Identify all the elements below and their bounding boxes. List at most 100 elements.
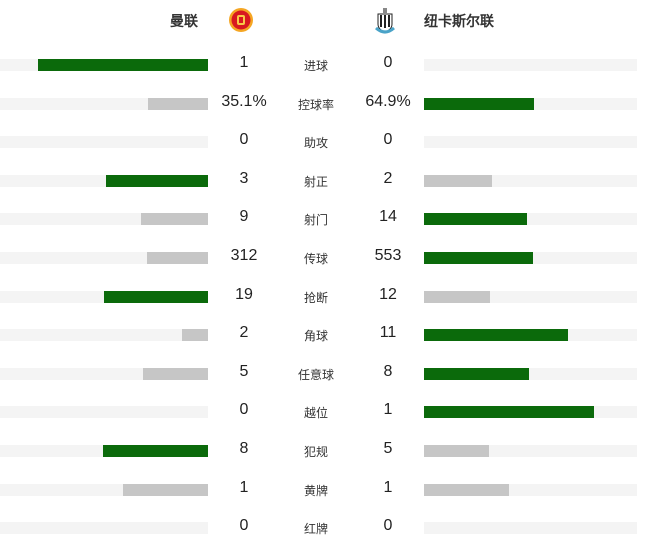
away-value: 5	[383, 440, 393, 457]
away-value: 2	[383, 169, 393, 187]
home-bar-track	[0, 252, 208, 264]
home-bar	[181, 329, 208, 342]
away-bar-track	[424, 174, 637, 187]
home-bar-track	[0, 97, 208, 110]
away-bar-track	[424, 97, 637, 110]
stat-label: 抢断	[303, 290, 328, 305]
home-value: 9	[239, 208, 249, 226]
away-bar	[424, 97, 535, 110]
home-bar	[123, 483, 208, 496]
home-value: 2	[239, 324, 249, 342]
away-value: 0	[383, 54, 393, 71]
home-value: 8	[239, 440, 249, 457]
stat-label: 越位	[303, 406, 328, 421]
home-bar-track	[0, 290, 208, 303]
away-value: 1	[383, 401, 393, 419]
stat-row: 19 抢断 12	[0, 282, 660, 312]
away-bar-track	[424, 59, 637, 71]
stat-label: 射门	[303, 213, 328, 228]
away-bar	[424, 367, 529, 380]
home-bar	[103, 445, 208, 457]
away-value: 64.9%	[365, 92, 411, 110]
home-bar-track	[0, 136, 208, 149]
away-bar	[424, 290, 490, 303]
home-bar	[103, 290, 208, 303]
away-bar-track	[424, 136, 637, 149]
away-value: 1	[383, 478, 393, 496]
home-bar-track	[0, 406, 208, 419]
stat-row: 1 进球 0	[0, 50, 660, 80]
stat-row: 312 传球 553	[0, 243, 660, 273]
stat-row: 9 射门 14	[0, 204, 660, 234]
stat-label: 红牌	[303, 522, 328, 537]
home-bar-track	[0, 483, 208, 496]
home-bar	[142, 367, 208, 380]
stat-label: 助攻	[303, 136, 328, 151]
home-bar-track	[0, 522, 208, 535]
stat-label: 角球	[303, 329, 328, 344]
home-bar-track	[0, 174, 208, 187]
away-bar	[424, 445, 490, 457]
stat-row: 35.1% 控球率 64.9%	[0, 89, 660, 119]
home-bar-track	[0, 367, 208, 380]
away-bar	[424, 406, 594, 419]
away-value: 8	[383, 362, 393, 380]
away-bar-track	[424, 290, 637, 303]
home-bar-track	[0, 445, 208, 457]
home-bar	[141, 213, 208, 226]
home-bar-track	[0, 213, 208, 226]
home-value: 19	[235, 285, 253, 303]
home-value: 5	[239, 362, 249, 380]
home-bar-track	[0, 329, 208, 342]
home-bar	[38, 59, 208, 71]
away-team-name: 纽卡斯尔联	[424, 13, 494, 29]
stat-row: 0 助攻 0	[0, 127, 660, 157]
home-bar	[146, 252, 208, 264]
stat-row: 1 黄牌 1	[0, 475, 660, 505]
away-value: 11	[379, 324, 397, 342]
away-bar-track	[424, 483, 637, 496]
home-bar	[106, 174, 208, 187]
away-value: 0	[383, 517, 393, 535]
stat-label: 黄牌	[303, 483, 328, 498]
home-value: 35.1%	[221, 92, 267, 110]
away-bar-track	[424, 329, 637, 342]
away-bar-track	[424, 213, 637, 226]
away-bar-track	[424, 406, 637, 419]
stat-row: 0 越位 1	[0, 397, 660, 427]
away-value: 553	[374, 247, 402, 264]
stat-label: 传球	[303, 252, 328, 266]
stat-row: 0 红牌 0	[0, 513, 660, 543]
newcastle-crest-icon	[375, 8, 395, 34]
away-bar-track	[424, 445, 637, 457]
stat-label: 射正	[303, 174, 328, 189]
stat-row: 5 任意球 8	[0, 359, 660, 389]
manchester-united-crest-icon	[229, 8, 253, 32]
home-bar	[148, 97, 208, 110]
stat-row: 8 犯规 5	[0, 436, 660, 466]
away-value: 12	[379, 285, 397, 303]
stat-row: 3 射正 2	[0, 166, 660, 196]
away-bar	[424, 213, 528, 226]
away-bar-track	[424, 367, 637, 380]
away-bar	[424, 252, 533, 264]
stat-label: 犯规	[303, 445, 328, 459]
home-value: 3	[239, 169, 249, 187]
home-bar-track	[0, 59, 208, 71]
stat-label: 进球	[303, 59, 328, 73]
stat-label: 任意球	[297, 367, 334, 382]
home-value: 0	[239, 401, 249, 419]
stat-row: 2 角球 11	[0, 320, 660, 350]
home-value: 1	[239, 478, 249, 496]
away-value: 0	[383, 131, 393, 149]
home-value: 0	[239, 131, 249, 149]
away-bar	[424, 483, 509, 496]
home-value: 312	[230, 247, 258, 264]
away-bar-track	[424, 522, 637, 535]
away-bar-track	[424, 252, 637, 264]
away-value: 14	[379, 208, 397, 226]
away-bar	[424, 174, 492, 187]
home-team-name: 曼联	[170, 13, 198, 29]
home-value: 1	[239, 54, 249, 71]
home-value: 0	[239, 517, 249, 535]
